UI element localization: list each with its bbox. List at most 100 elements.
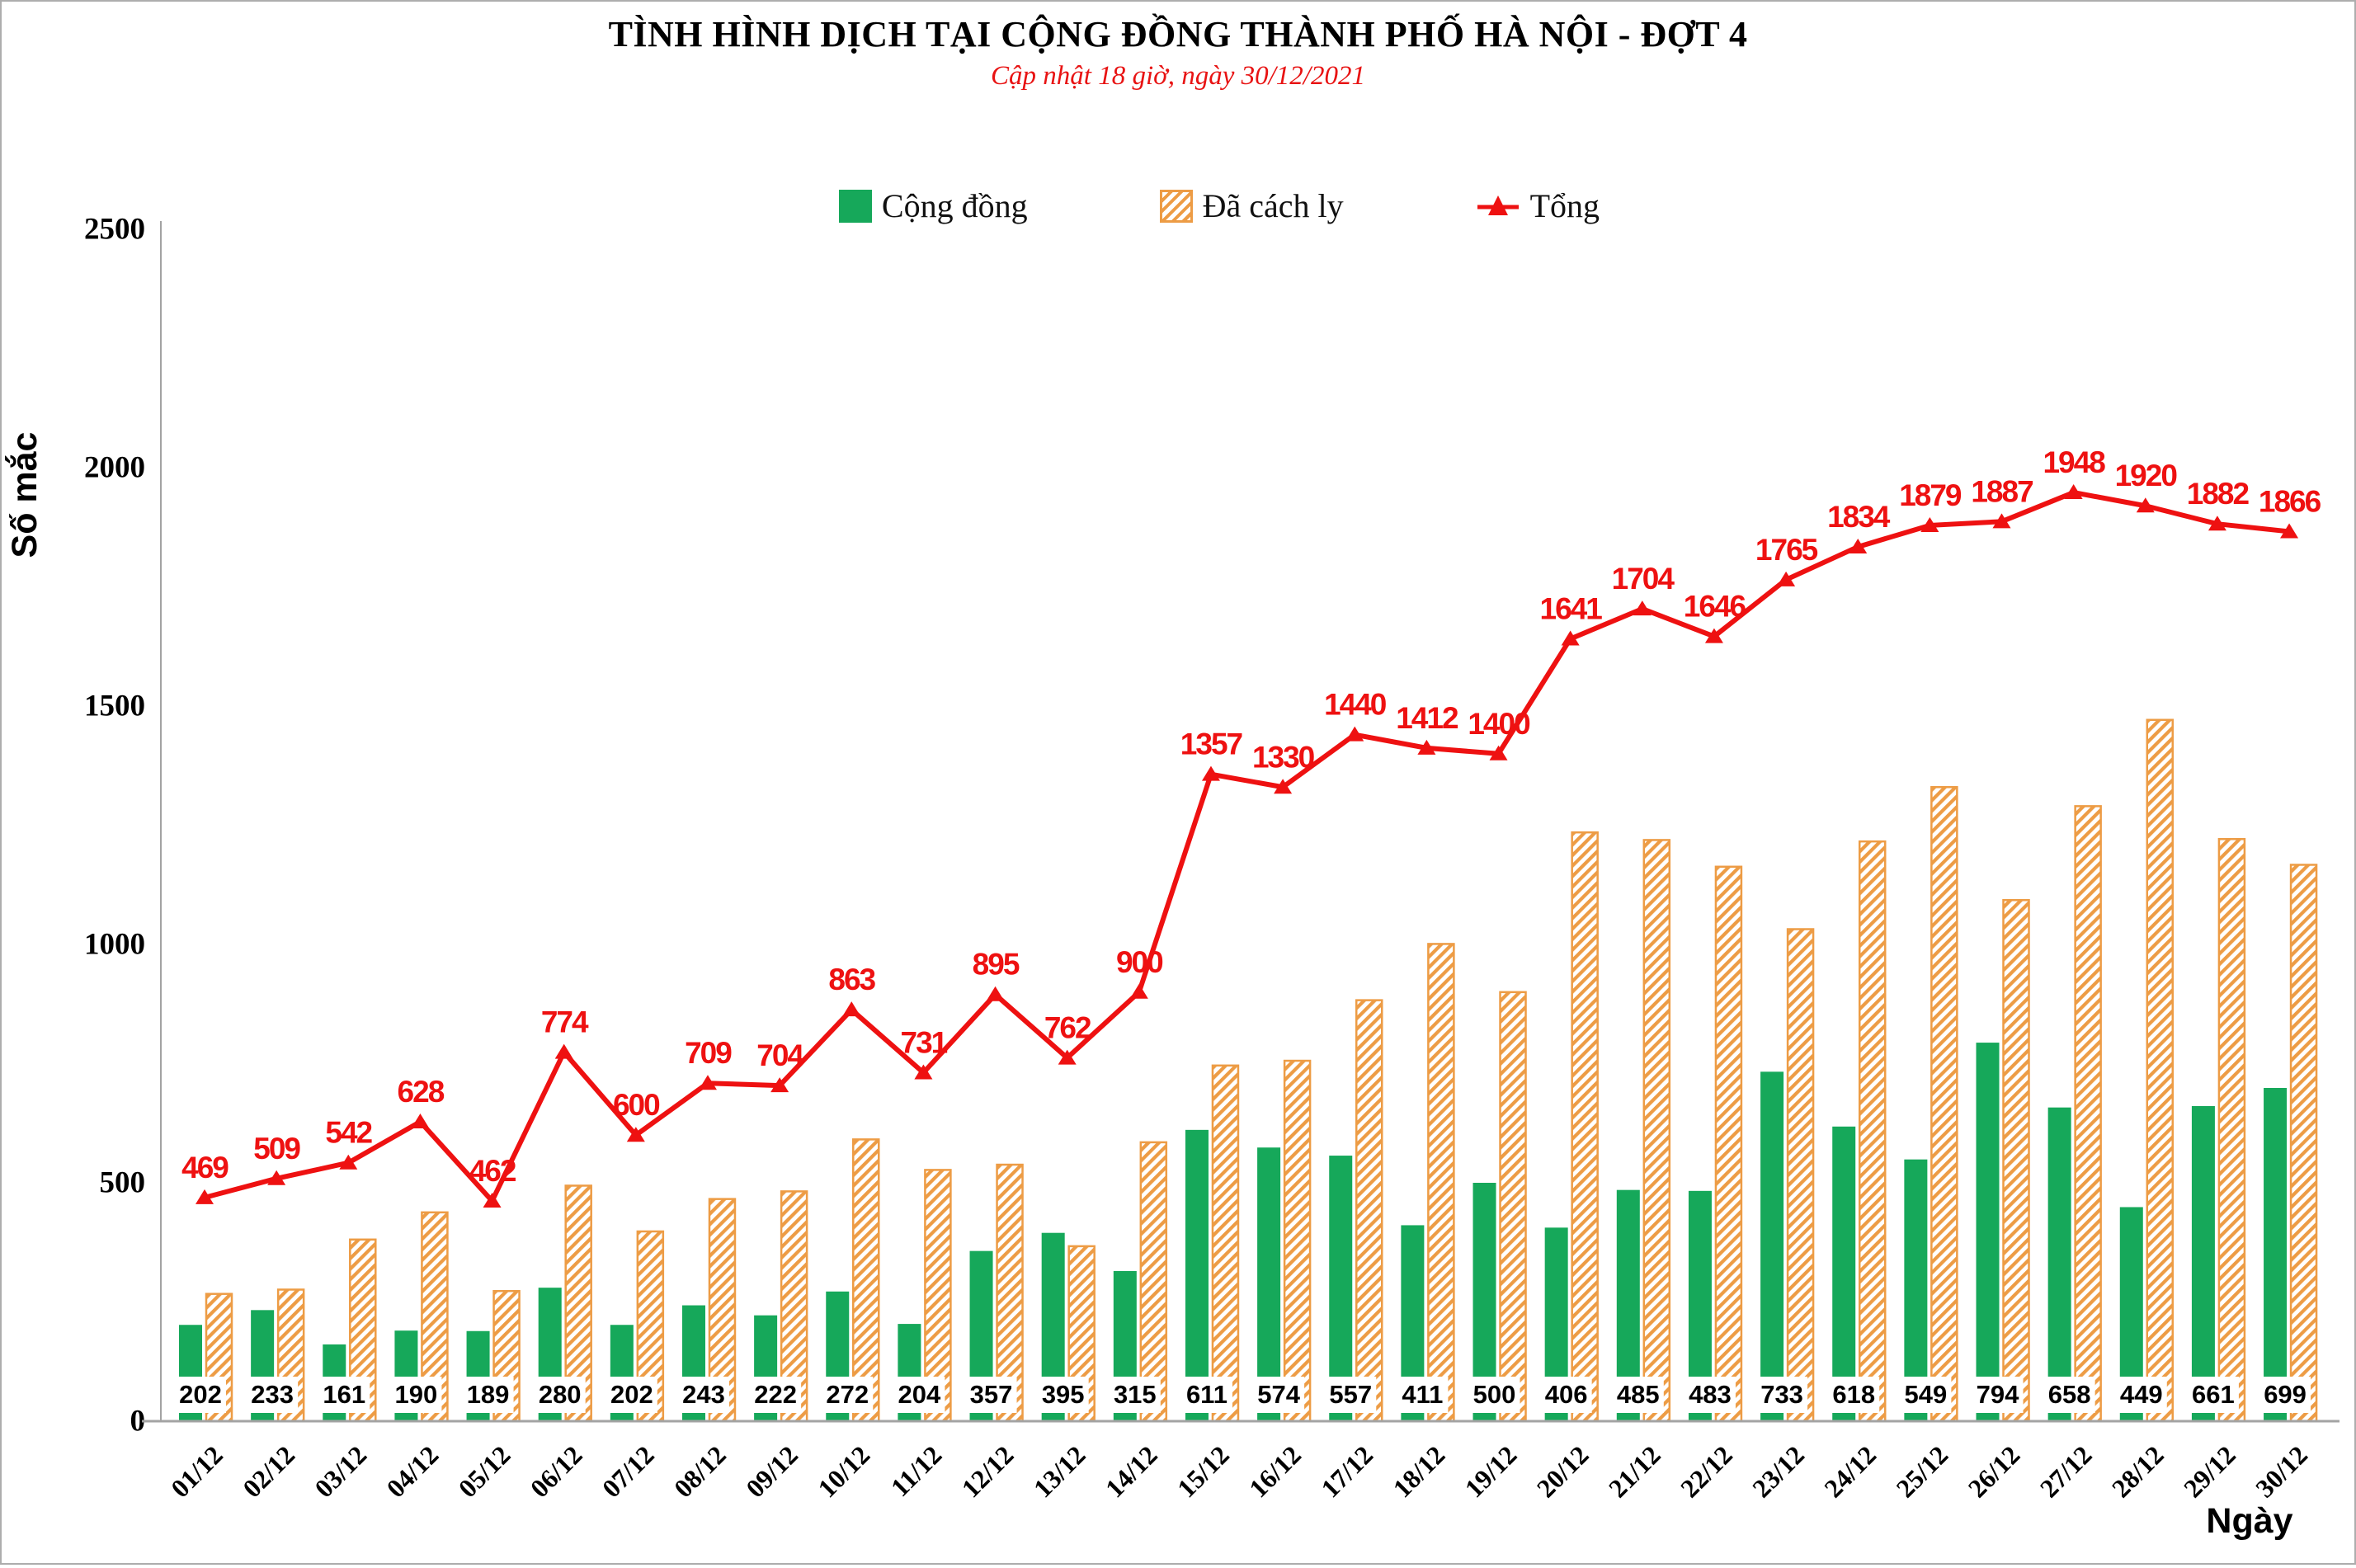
x-tick-label: 29/12: [2178, 1439, 2241, 1503]
x-tick-label: 27/12: [2034, 1439, 2098, 1503]
bar-label: 661: [2192, 1380, 2235, 1409]
x-tick-label: 17/12: [1315, 1439, 1378, 1503]
bar-quarantined: [1211, 1064, 1240, 1423]
bar-label: 190: [395, 1380, 438, 1409]
bar-label: 699: [2264, 1380, 2307, 1409]
bar-label-box: [1109, 1377, 1161, 1413]
total-marker-icon: [1129, 983, 1148, 999]
total-label: 900: [1116, 945, 1163, 979]
total-marker-icon: [2280, 523, 2299, 539]
bar-label-box: [1684, 1377, 1736, 1413]
total-marker-icon: [1561, 630, 1580, 646]
total-label: 1887: [1971, 474, 2033, 508]
x-tick-label: 23/12: [1746, 1439, 1810, 1503]
bar-quarantined: [1355, 999, 1383, 1423]
bar-quarantined: [2002, 898, 2030, 1423]
bar-label: 449: [2120, 1380, 2163, 1409]
x-tick-label: 13/12: [1028, 1439, 1091, 1503]
bar-quarantined: [1571, 831, 1599, 1423]
total-label: 704: [756, 1038, 804, 1072]
x-tick-label: 21/12: [1603, 1439, 1666, 1503]
total-marker-icon: [1274, 779, 1293, 794]
total-line: [204, 490, 2290, 1203]
bar-label-box: [534, 1377, 586, 1413]
total-marker-icon: [1489, 745, 1508, 760]
total-label: 1948: [2043, 445, 2105, 479]
total-label: 709: [685, 1036, 732, 1070]
total-marker-icon: [770, 1077, 789, 1093]
bar-label-box: [1900, 1377, 1952, 1413]
total-marker-icon: [986, 986, 1005, 1001]
bar-label-box: [175, 1377, 226, 1413]
total-marker-icon: [2136, 497, 2155, 513]
total-marker-icon: [2208, 516, 2226, 531]
bar-label: 574: [1257, 1380, 1300, 1409]
total-marker-icon: [626, 1127, 645, 1142]
total-label: 1400: [1468, 707, 1530, 741]
x-tick-label: 20/12: [1531, 1439, 1595, 1503]
total-label: 1412: [1396, 701, 1458, 735]
bar-quarantined: [2074, 805, 2102, 1423]
x-axis-title: Ngày: [2206, 1501, 2292, 1541]
legend-swatch-quarantined-icon: [1159, 189, 1193, 223]
bar-quarantined: [1139, 1141, 1168, 1423]
bar-label: 315: [1114, 1380, 1157, 1409]
bar-label: 189: [467, 1380, 510, 1409]
bar-quarantined: [2146, 718, 2175, 1423]
bar-label-box: [1612, 1377, 1664, 1413]
total-marker-icon: [698, 1075, 717, 1090]
legend-label-total: Tổng: [1529, 187, 1600, 224]
bar-label-box: [247, 1377, 299, 1413]
total-marker-icon: [1992, 513, 2011, 529]
y-tick-label: 0: [130, 1405, 146, 1439]
bar-label: 794: [1977, 1380, 2019, 1409]
x-tick-label: 30/12: [2250, 1439, 2313, 1503]
bar-label-box: [1325, 1377, 1377, 1413]
bar-community: [1976, 1043, 2000, 1421]
bar-label: 395: [1042, 1380, 1085, 1409]
legend-label-quarantined: Đã cách ly: [1202, 187, 1344, 224]
x-tick-label: 25/12: [1890, 1439, 1953, 1503]
total-label: 1882: [2187, 477, 2250, 511]
x-tick-label: 10/12: [812, 1439, 875, 1503]
bar-community: [1257, 1147, 1281, 1421]
bar-label: 204: [898, 1380, 941, 1409]
total-label: 1704: [1612, 562, 1675, 596]
x-tick-label: 24/12: [1818, 1439, 1882, 1503]
bar-label: 549: [1904, 1380, 1947, 1409]
total-marker-icon: [1345, 726, 1364, 742]
total-label: 542: [325, 1116, 372, 1150]
x-tick-label: 01/12: [165, 1439, 229, 1503]
bar-label-box: [390, 1377, 442, 1413]
total-label: 1879: [1899, 478, 1962, 512]
x-tick-label: 02/12: [237, 1439, 300, 1503]
total-label: 1440: [1324, 688, 1387, 722]
total-label: 895: [973, 948, 1020, 982]
bar-community: [1185, 1129, 1209, 1421]
x-tick-label: 22/12: [1675, 1439, 1738, 1503]
bar-quarantined: [1427, 943, 1455, 1423]
bar-label: 272: [826, 1380, 869, 1409]
total-marker-icon: [1849, 538, 1868, 553]
bar-label-box: [1253, 1377, 1305, 1413]
legend-item-cong-dong: Cộng đồng: [838, 186, 1028, 225]
bar-label-box: [1397, 1377, 1449, 1413]
total-marker-icon: [267, 1170, 286, 1185]
bar-label-box: [1828, 1377, 1880, 1413]
legend-marker-total-icon: [1477, 195, 1519, 215]
bar-quarantined: [1642, 839, 1671, 1423]
x-tick-label: 03/12: [309, 1439, 372, 1503]
bar-label-box: [677, 1377, 729, 1413]
total-marker-icon: [196, 1189, 214, 1204]
total-marker-icon: [842, 1001, 861, 1017]
chart-title: TÌNH HÌNH DỊCH TẠI CỘNG ĐỒNG THÀNH PHỐ H…: [608, 14, 1748, 54]
total-label: 1866: [2259, 484, 2321, 518]
bar-label: 202: [610, 1380, 653, 1409]
x-tick-label: 14/12: [1100, 1439, 1163, 1503]
bar-quarantined: [1786, 928, 1815, 1423]
bar-label-box: [2259, 1377, 2311, 1413]
bar-community: [2191, 1105, 2215, 1421]
legend-label-community: Cộng đồng: [881, 187, 1028, 224]
legend-swatch-community-icon: [838, 189, 872, 223]
y-tick-label: 1000: [84, 928, 145, 962]
